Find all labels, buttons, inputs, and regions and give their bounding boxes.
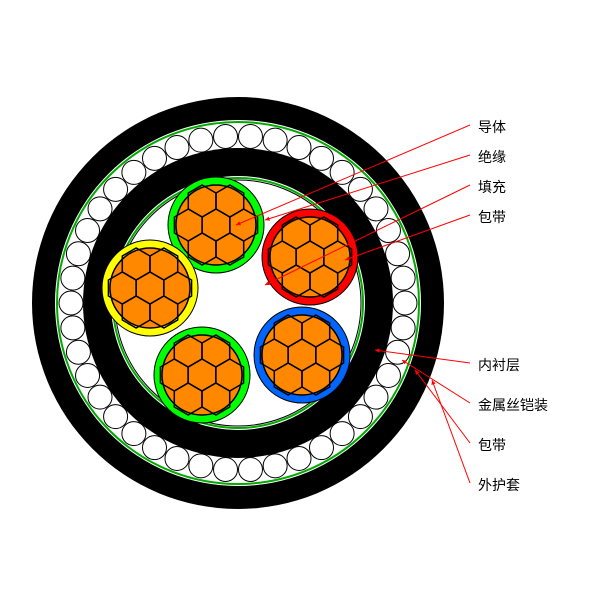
conductor-2 [254, 307, 350, 403]
conductor-1 [262, 209, 358, 305]
label-armor: 金属丝铠装 [478, 395, 548, 415]
label-conductor: 导体 [478, 117, 506, 137]
conductor-3 [154, 327, 250, 423]
cable-cross-section-diagram [0, 0, 600, 600]
label-fill: 填充 [478, 177, 506, 197]
label-lining: 内衬层 [478, 355, 520, 375]
label-jacket: 外护套 [478, 475, 520, 495]
conductor-4 [102, 240, 198, 336]
label-tape-inner: 包带 [478, 207, 506, 227]
label-insulation: 绝缘 [478, 147, 506, 167]
label-tape-outer: 包带 [478, 435, 506, 455]
